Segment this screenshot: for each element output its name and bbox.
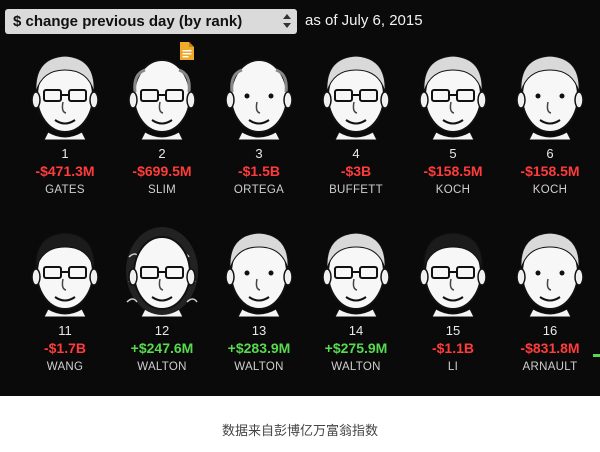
rank-number: 2: [158, 146, 166, 161]
billionaire-name: WANG: [46, 361, 84, 373]
rank-number: 12: [154, 323, 170, 338]
wealth-change-value: -$699.5M: [132, 163, 192, 179]
billionaire-name: BUFFETT: [329, 184, 383, 196]
billionaire-card[interactable]: 5 -$158.5M KOCH: [405, 50, 501, 196]
wealth-change-value: -$158.5M: [423, 163, 483, 179]
portrait-icon: [516, 55, 584, 140]
billionaire-name: WALTON: [234, 361, 284, 373]
billionaire-card[interactable]: 4 -$3B BUFFETT: [308, 50, 404, 196]
billionaire-name: WALTON: [137, 361, 187, 373]
wealth-change-value: +$283.9M: [227, 340, 291, 356]
rank-number: 16: [542, 323, 558, 338]
billionaire-card[interactable]: 11 -$1.7B WANG: [17, 227, 113, 373]
portrait-icon: [516, 232, 584, 317]
rank-number: 4: [352, 146, 360, 161]
billionaire-name: SLIM: [147, 184, 177, 196]
wealth-change-value: -$1.7B: [43, 340, 87, 356]
billionaire-name: ORTEGA: [233, 184, 285, 196]
billionaire-card[interactable]: 1 -$471.3M GATES: [17, 50, 113, 196]
document-icon[interactable]: [180, 42, 194, 60]
portrait-icon: [322, 232, 390, 317]
billionaire-card[interactable]: 3 -$1.5B ORTEGA: [211, 50, 307, 196]
rank-number: 5: [449, 146, 457, 161]
wealth-change-value: -$471.3M: [35, 163, 95, 179]
wealth-change-value: +$247.6M: [130, 340, 194, 356]
portrait-icon: [322, 55, 390, 140]
rank-selector-dropdown[interactable]: $ change previous day (by rank): [5, 9, 297, 34]
billionaire-card[interactable]: 14 +$275.9M WALTON: [308, 227, 404, 373]
billionaire-card[interactable]: 2 -$699.5M SLIM: [114, 50, 210, 196]
billionaire-name: KOCH: [435, 184, 471, 196]
rank-number: 3: [255, 146, 263, 161]
rank-number: 1: [61, 146, 69, 161]
portrait-icon: [31, 232, 99, 317]
billionaire-name: WALTON: [331, 361, 381, 373]
billionaire-name: GATES: [45, 184, 85, 196]
billionaire-card[interactable]: 13 +$283.9M WALTON: [211, 227, 307, 373]
rank-number: 13: [251, 323, 267, 338]
next-item-marker: [593, 354, 600, 357]
portrait-icon: [126, 227, 198, 317]
portrait-icon: [225, 232, 293, 317]
billionaire-card[interactable]: 16 -$831.8M ARNAULT: [502, 227, 598, 373]
wealth-change-value: -$3B: [340, 163, 372, 179]
wealth-change-value: +$275.9M: [324, 340, 388, 356]
portrait-icon: [419, 232, 487, 317]
selector-label: $ change previous day (by rank): [13, 13, 243, 30]
wealth-change-value: -$831.8M: [520, 340, 580, 356]
billionaire-card[interactable]: 12 +$247.6M WALTON: [114, 227, 210, 373]
portrait-icon: [419, 55, 487, 140]
wealth-change-value: -$158.5M: [520, 163, 580, 179]
billionaire-name: KOCH: [532, 184, 568, 196]
up-down-arrows-icon: [283, 14, 291, 28]
rank-number: 15: [445, 323, 461, 338]
billionaire-card[interactable]: 15 -$1.1B LI: [405, 227, 501, 373]
rank-number: 6: [546, 146, 554, 161]
billionaire-name: ARNAULT: [522, 361, 578, 373]
billionaire-name: LI: [447, 361, 459, 373]
source-caption: 数据来自彭博亿万富翁指数: [221, 423, 378, 438]
rank-number: 11: [58, 323, 72, 338]
billionaires-panel: $ change previous day (by rank) as of Ju…: [0, 0, 600, 396]
wealth-change-value: -$1.1B: [431, 340, 475, 356]
wealth-change-value: -$1.5B: [237, 163, 281, 179]
portrait-icon: [31, 55, 99, 140]
portrait-icon: [225, 59, 293, 140]
as-of-date: as of July 6, 2015: [305, 12, 423, 29]
billionaire-card[interactable]: 6 -$158.5M KOCH: [502, 50, 598, 196]
portrait-icon: [128, 59, 196, 140]
rank-number: 14: [348, 323, 364, 338]
